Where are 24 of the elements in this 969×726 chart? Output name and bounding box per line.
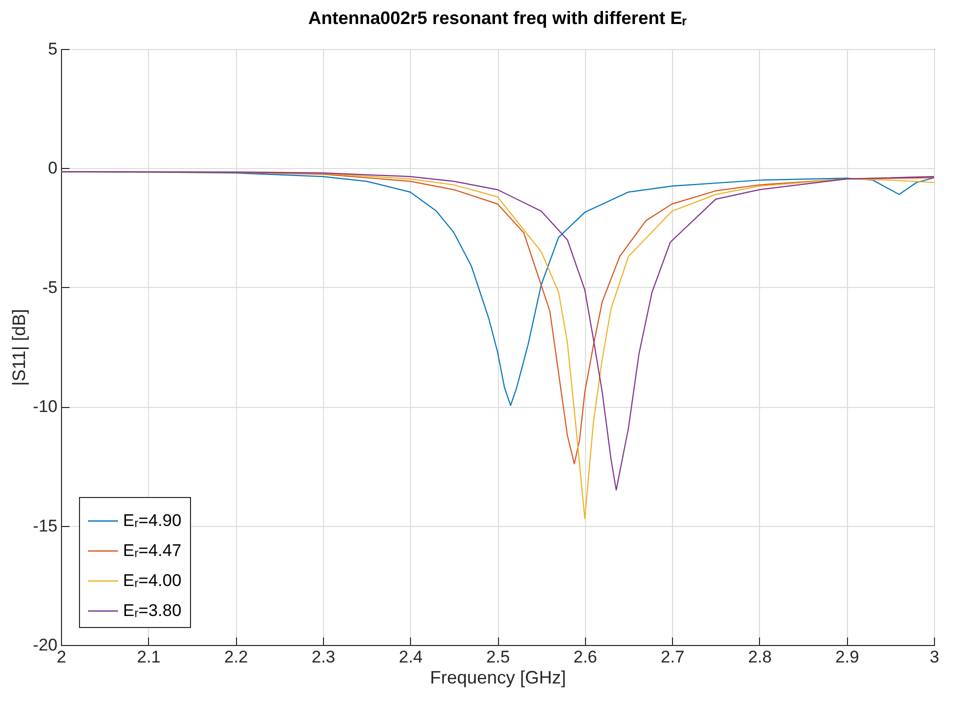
- x-tick-label: 2.2: [224, 648, 248, 666]
- x-tick-label: 2.5: [486, 648, 510, 666]
- y-axis-title: |S11| [dB]: [8, 308, 29, 386]
- chart-title: Antenna002r5 resonant freq with different Eᵣ: [308, 8, 688, 28]
- legend-label: Eᵣ=4.90: [123, 511, 182, 530]
- y-tick-label: -20: [32, 636, 58, 654]
- y-tick-label: -5: [42, 278, 58, 297]
- x-axis-title: Frequency [GHz]: [430, 668, 566, 688]
- x-tick-label: 2.4: [398, 648, 423, 666]
- x-tick-label: 2.9: [835, 648, 860, 666]
- y-tick-label: 0: [48, 158, 58, 178]
- x-tick-label: 2.1: [136, 648, 161, 666]
- x-tick-label: 2.8: [748, 648, 772, 666]
- y-tick-label: -15: [32, 516, 58, 536]
- x-tick-label: 2.6: [573, 648, 598, 666]
- x-tick-label: 2: [56, 648, 66, 666]
- y-tick-label: -10: [32, 397, 58, 416]
- x-tick-label: 2.7: [660, 648, 684, 666]
- legend-label: Eᵣ=4.00: [123, 571, 182, 590]
- y-tick-label: 5: [48, 40, 58, 58]
- x-tick-label: 3: [930, 648, 940, 666]
- x-tick-label: 2.3: [312, 648, 336, 666]
- legend-label: Eᵣ=4.47: [123, 541, 182, 560]
- legend-label: Eᵣ=3.80: [123, 601, 182, 620]
